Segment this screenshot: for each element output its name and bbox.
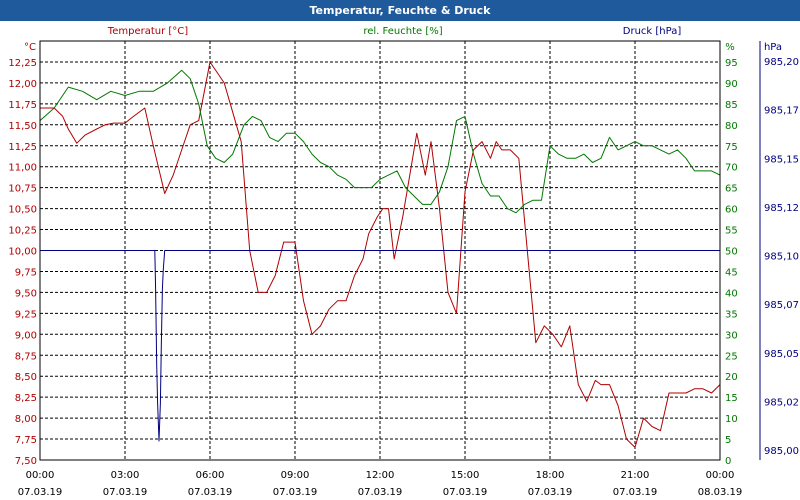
axes-layer: 00:00 07.03.19 03:00 07.03.19 06:00 07.03.19 0…	[8, 40, 799, 498]
press-tick-label: 985,05	[764, 349, 799, 360]
x-date-label: 07.03.19	[528, 487, 573, 498]
x-tick-label: 21:00	[621, 470, 650, 481]
x-date-label: 07.03.19	[103, 487, 148, 498]
x-tick-label: 00:00	[26, 470, 55, 481]
x-tick-label: 15:00	[451, 470, 480, 481]
press-tick-label: 985,07	[764, 300, 799, 311]
x-date-label: 07.03.19	[613, 487, 658, 498]
temp-tick-label: 9,50	[15, 288, 37, 299]
temp-tick-label: 10,00	[8, 247, 37, 258]
hum-tick-label: 0	[725, 456, 731, 467]
hum-tick-label: 80	[725, 121, 738, 132]
hum-tick-label: 50	[725, 247, 738, 258]
x-date-label: 07.03.19	[358, 487, 403, 498]
temp-tick-label: 11,25	[8, 142, 37, 153]
hum-tick-label: 40	[725, 288, 738, 299]
hum-tick-label: 5	[725, 435, 731, 446]
temp-tick-label: 10,50	[8, 205, 37, 216]
press-tick-label: 985,20	[764, 57, 799, 68]
press-axis-unit: hPa	[764, 42, 782, 53]
temp-axis-title: Temperatur [°C]	[107, 26, 188, 37]
x-date-label: 07.03.19	[18, 487, 63, 498]
temp-tick-label: 8,50	[15, 372, 37, 383]
x-date-label: 08.03.19	[698, 487, 743, 498]
hum-tick-label: 85	[725, 100, 738, 111]
hum-tick-label: 65	[725, 184, 738, 195]
temp-tick-label: 12,25	[8, 58, 37, 69]
x-date-label: 07.03.19	[273, 487, 318, 498]
x-tick-label: 00:00	[706, 470, 735, 481]
press-tick-label: 985,12	[764, 203, 799, 214]
hum-tick-label: 35	[725, 309, 738, 320]
press-axis-title: Druck [hPa]	[623, 26, 682, 37]
hum-tick-label: 15	[725, 393, 738, 404]
hum-tick-label: 30	[725, 330, 738, 341]
x-tick-label: 09:00	[281, 470, 310, 481]
x-tick-label: 18:00	[536, 470, 565, 481]
temp-tick-label: 11,50	[8, 121, 37, 132]
x-tick-label: 03:00	[111, 470, 140, 481]
plot-frame	[39, 40, 721, 461]
temp-tick-label: 8,75	[15, 351, 37, 362]
chart-title: Temperatur, Feuchte & Druck	[309, 4, 491, 17]
press-tick-label: 985,15	[764, 154, 799, 165]
hum-tick-label: 20	[725, 372, 738, 383]
temp-tick-label: 10,75	[8, 184, 37, 195]
series-layer	[39, 61, 721, 448]
temp-tick-label: 9,75	[15, 267, 37, 278]
x-tick-label: 12:00	[366, 470, 395, 481]
hum-tick-label: 95	[725, 58, 738, 69]
hum-tick-label: 70	[725, 163, 738, 174]
temp-axis-unit: °C	[24, 42, 36, 53]
hum-axis-unit: %	[725, 42, 735, 53]
temp-tick-label: 8,25	[15, 393, 37, 404]
press-tick-label: 985,02	[764, 397, 799, 408]
hum-tick-label: 10	[725, 414, 738, 425]
hum-tick-label: 55	[725, 226, 738, 237]
temp-tick-label: 9,00	[15, 330, 37, 341]
x-tick-label: 06:00	[196, 470, 225, 481]
grid	[40, 41, 720, 460]
press-tick-label: 985,17	[764, 106, 799, 117]
temp-tick-label: 7,75	[15, 435, 37, 446]
chart: 00:00 07.03.19 03:00 07.03.19 06:00 07.03.19 0…	[0, 21, 800, 500]
hum-axis-title: rel. Feuchte [%]	[363, 26, 442, 37]
temp-tick-label: 12,00	[8, 79, 37, 90]
temp-tick-label: 11,75	[8, 100, 37, 111]
temp-tick-label: 10,25	[8, 226, 37, 237]
press-tick-label: 985,00	[764, 446, 799, 457]
temp-tick-label: 7,50	[15, 456, 37, 467]
hum-tick-label: 45	[725, 267, 738, 278]
title-bar: Temperatur, Feuchte & Druck	[0, 0, 800, 22]
hum-tick-label: 75	[725, 142, 738, 153]
hum-tick-label: 60	[725, 205, 738, 216]
hum-tick-label: 25	[725, 351, 738, 362]
pressure-line	[40, 250, 720, 442]
temperature-line	[40, 61, 721, 448]
temp-tick-label: 9,25	[15, 309, 37, 320]
hum-tick-label: 90	[725, 79, 738, 90]
x-date-label: 07.03.19	[443, 487, 488, 498]
temp-tick-label: 11,00	[8, 163, 37, 174]
humidity-line	[39, 69, 721, 214]
temp-tick-label: 8,00	[15, 414, 37, 425]
x-date-label: 07.03.19	[188, 487, 233, 498]
press-tick-label: 985,10	[764, 252, 799, 263]
